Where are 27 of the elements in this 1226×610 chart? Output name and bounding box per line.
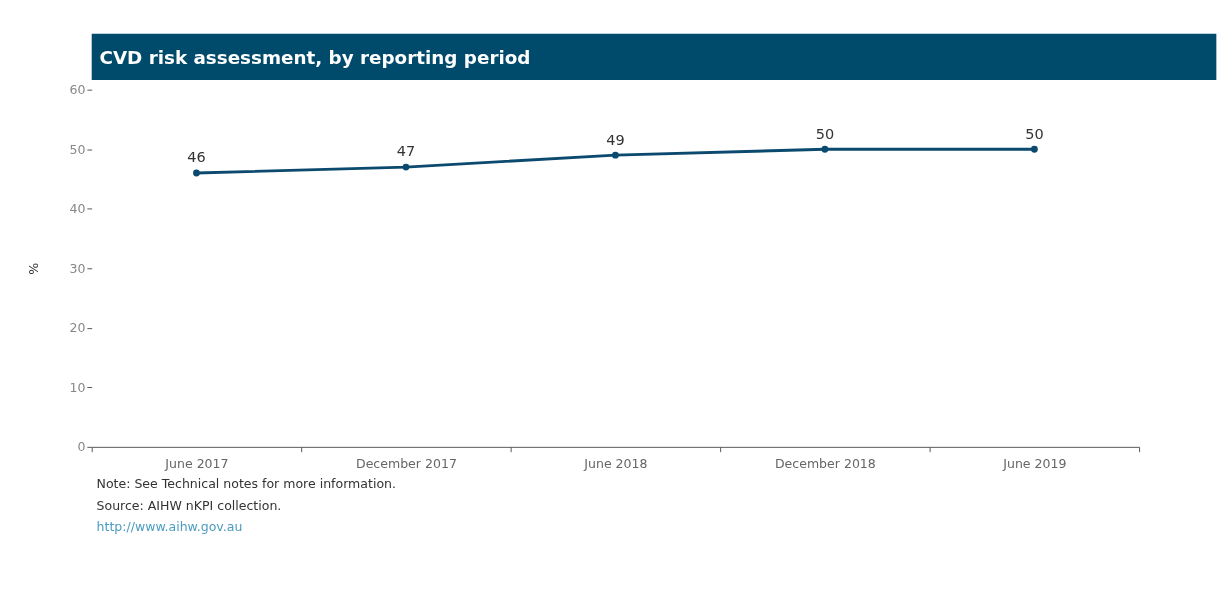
point (612, 151, 619, 159)
x-tick-label: June 2019 (1002, 455, 1067, 471)
point (402, 163, 410, 171)
y-tick-label: 10 (69, 379, 86, 395)
data-label: 50 (1025, 125, 1044, 142)
y-axis-title: % (25, 262, 41, 275)
data-label: 50 (815, 125, 835, 142)
y-tick-label: 0 (77, 439, 86, 455)
y-tick-label: 50 (69, 141, 86, 157)
x-tick-label: June 2018 (583, 455, 648, 471)
data-label: 49 (606, 131, 625, 148)
chart-title: CVD risk assessment, by reporting period (99, 46, 531, 68)
y-tick-label: 40 (69, 201, 86, 217)
point (1030, 145, 1038, 153)
text: Note: See Technical notes for more information. (96, 476, 396, 492)
source-note: Source: AIHW nKPI collection. (96, 497, 282, 513)
data-label: 46 (187, 149, 206, 166)
point (193, 169, 200, 177)
x-tick-label: December 2018 (774, 455, 876, 471)
point (821, 145, 829, 153)
y-tick-label: 20 (69, 320, 86, 336)
x-tick-label: June 2017 (164, 455, 229, 471)
text: http://www.aihw.gov.au (96, 518, 243, 534)
y-tick-label: 60 (69, 82, 86, 98)
x-tick-label: December 2017 (355, 455, 457, 471)
y-tick-label: 30 (69, 260, 86, 276)
data-label: 47 (396, 143, 416, 160)
